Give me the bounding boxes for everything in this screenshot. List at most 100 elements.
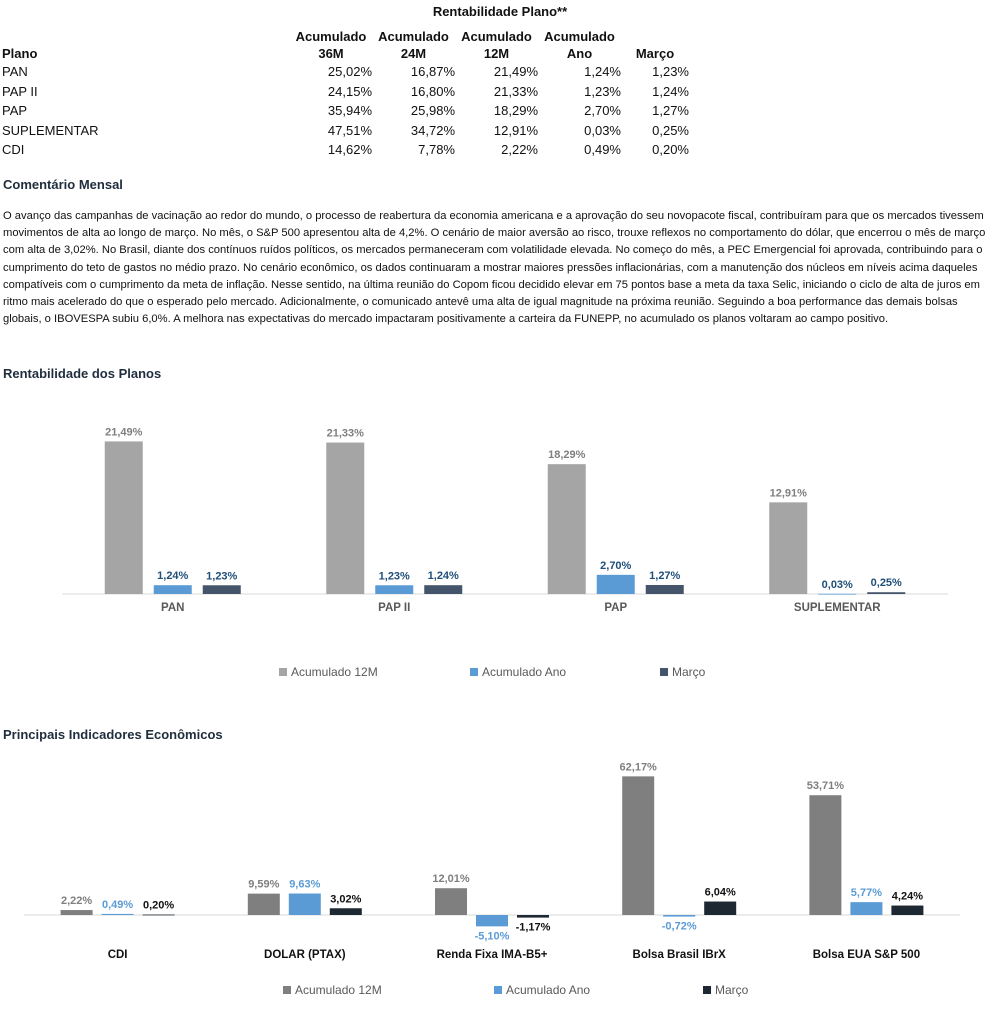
category-label: Bolsa Brasil IBrX [633, 949, 727, 961]
data-label: 3,02% [330, 893, 361, 905]
bar-março [704, 901, 737, 915]
legend-swatch [494, 986, 502, 994]
value-cell: 25,02% [327, 64, 372, 79]
data-label: 1,27% [649, 570, 680, 582]
bar-acumulado-12m [104, 441, 143, 594]
plan-name-cell: SUPLEMENTAR [2, 122, 99, 138]
value-cell: 25,98% [410, 103, 455, 118]
value-cell: 21,33% [493, 83, 538, 99]
rentabilidade-table: Plano Acumulado 36M Acumulado 24M Acumul… [2, 28, 689, 160]
data-label: -0,72% [662, 921, 697, 933]
data-label: 0,25% [871, 577, 902, 589]
legend-swatch [660, 668, 668, 676]
plan-name-cell: PAP II [2, 83, 38, 99]
data-label: 62,17% [620, 761, 658, 773]
chart-indicadores-economicos: 2,22% 0,49% 0,20% CDI 9,59% 9,63% 3,02% DOLAR (… [24, 761, 960, 997]
data-label: 9,59% [248, 879, 279, 891]
plan-name-cell: CDI [2, 142, 25, 157]
bar-março [424, 585, 463, 594]
category-label: PAP II [378, 602, 410, 614]
bar-acumulado-12m [622, 776, 655, 915]
value-cell: 0,49% [584, 142, 621, 157]
bar-março [142, 914, 175, 916]
value-cell: 35,94% [327, 103, 372, 118]
data-label: 53,71% [807, 780, 845, 792]
comment-title: Comentário Mensal [3, 177, 123, 192]
bar-acumulado-12m [435, 888, 467, 915]
value-cell: 14,62% [327, 142, 372, 157]
value-cell: 21,49% [493, 64, 538, 79]
bar-acumulado-12m [60, 910, 93, 915]
data-label: -1,17% [516, 922, 551, 934]
value-cell: 0,03% [584, 122, 621, 138]
bar-março [645, 584, 684, 594]
data-label: 6,04% [705, 887, 736, 899]
value-cell: 0,20% [652, 142, 689, 157]
value-cell: 1,27% [652, 103, 689, 118]
data-label: -5,10% [475, 930, 510, 942]
chart2-section-title: Principais Indicadores Econômicos [3, 727, 223, 742]
data-label: 1,24% [428, 570, 459, 582]
bar-acumulado-ano [663, 915, 696, 917]
bar-acumulado-ano [850, 902, 883, 915]
col-acum-12m: Acumulado 12M [461, 29, 532, 61]
bar-acumulado-ano [375, 585, 414, 594]
legend-item: Março [672, 665, 706, 679]
comment-text: O avanço das campanhas de vacinação ao r… [3, 210, 986, 326]
data-label: 21,33% [327, 428, 365, 440]
data-label: 2,70% [600, 560, 631, 572]
category-label: Renda Fixa IMA-B5+ [437, 949, 548, 961]
bar-março [867, 592, 906, 594]
value-cell: 2,70% [584, 103, 621, 118]
bar-acumulado-ano [101, 913, 134, 915]
value-cell: 24,15% [327, 83, 372, 99]
table-row: PAP II 24,15% 16,80% 21,33% 1,23% 1,24% [2, 82, 689, 102]
col-acum-24m: Acumulado 24M [378, 29, 449, 61]
category-label: PAP [604, 602, 627, 614]
legend-item: Acumulado 12M [291, 665, 378, 679]
category-label: Bolsa EUA S&P 500 [813, 949, 920, 961]
bar-acumulado-ano [818, 593, 857, 595]
data-label: 0,20% [143, 900, 174, 912]
value-cell: 12,91% [493, 122, 538, 138]
value-cell: 18,29% [493, 103, 538, 118]
category-label: DOLAR (PTAX) [264, 949, 346, 961]
bar-março [329, 908, 362, 915]
data-label: 12,01% [432, 873, 470, 885]
value-cell: 1,24% [584, 64, 621, 79]
legend-swatch [283, 986, 291, 994]
data-label: 0,49% [102, 899, 133, 911]
data-label: 0,03% [822, 579, 853, 591]
bar-acumulado-ano [153, 585, 192, 594]
bar-acumulado-ano [476, 915, 508, 927]
value-cell: 2,22% [501, 142, 538, 157]
bar-acumulado-ano [288, 893, 321, 915]
bar-março [891, 905, 924, 915]
table-row: SUPLEMENTAR 47,51% 34,72% 12,91% 0,03% 0,25% [2, 121, 689, 141]
table-row: PAN 25,02% 16,87% 21,49% 1,24% 1,23% [2, 62, 689, 82]
data-label: 12,91% [770, 487, 808, 499]
value-cell: 34,72% [410, 122, 455, 138]
col-acum-ano: Acumulado Ano [544, 29, 615, 61]
data-label: 1,24% [157, 570, 188, 582]
table-row: CDI 14,62% 7,78% 2,22% 0,49% 0,20% [2, 140, 689, 160]
bar-acumulado-12m [247, 893, 280, 915]
legend-item: Acumulado 12M [295, 983, 382, 997]
legend-item: Março [715, 983, 749, 997]
value-cell: 0,25% [652, 122, 689, 138]
chart1-section-title: Rentabilidade dos Planos [3, 366, 162, 381]
chart-rentabilidade-planos: 21,49% 1,24% 1,23% PAN 21,33% 1,23% 1,24% PAP I… [62, 426, 948, 679]
category-label: SUPLEMENTAR [794, 602, 881, 614]
value-cell: 16,80% [410, 83, 455, 99]
data-label: 9,63% [289, 879, 320, 891]
legend-swatch [703, 986, 711, 994]
data-label: 5,77% [851, 887, 882, 899]
category-label: CDI [108, 949, 128, 961]
legend-item: Acumulado Ano [506, 983, 590, 997]
col-marco: Março [635, 46, 675, 61]
table-header-row: Plano Acumulado 36M Acumulado 24M Acumul… [2, 28, 689, 62]
col-acum-36m: Acumulado 36M [295, 29, 367, 61]
legend-swatch [470, 668, 478, 676]
value-cell: 47,51% [327, 122, 372, 138]
bar-acumulado-12m [809, 795, 842, 915]
